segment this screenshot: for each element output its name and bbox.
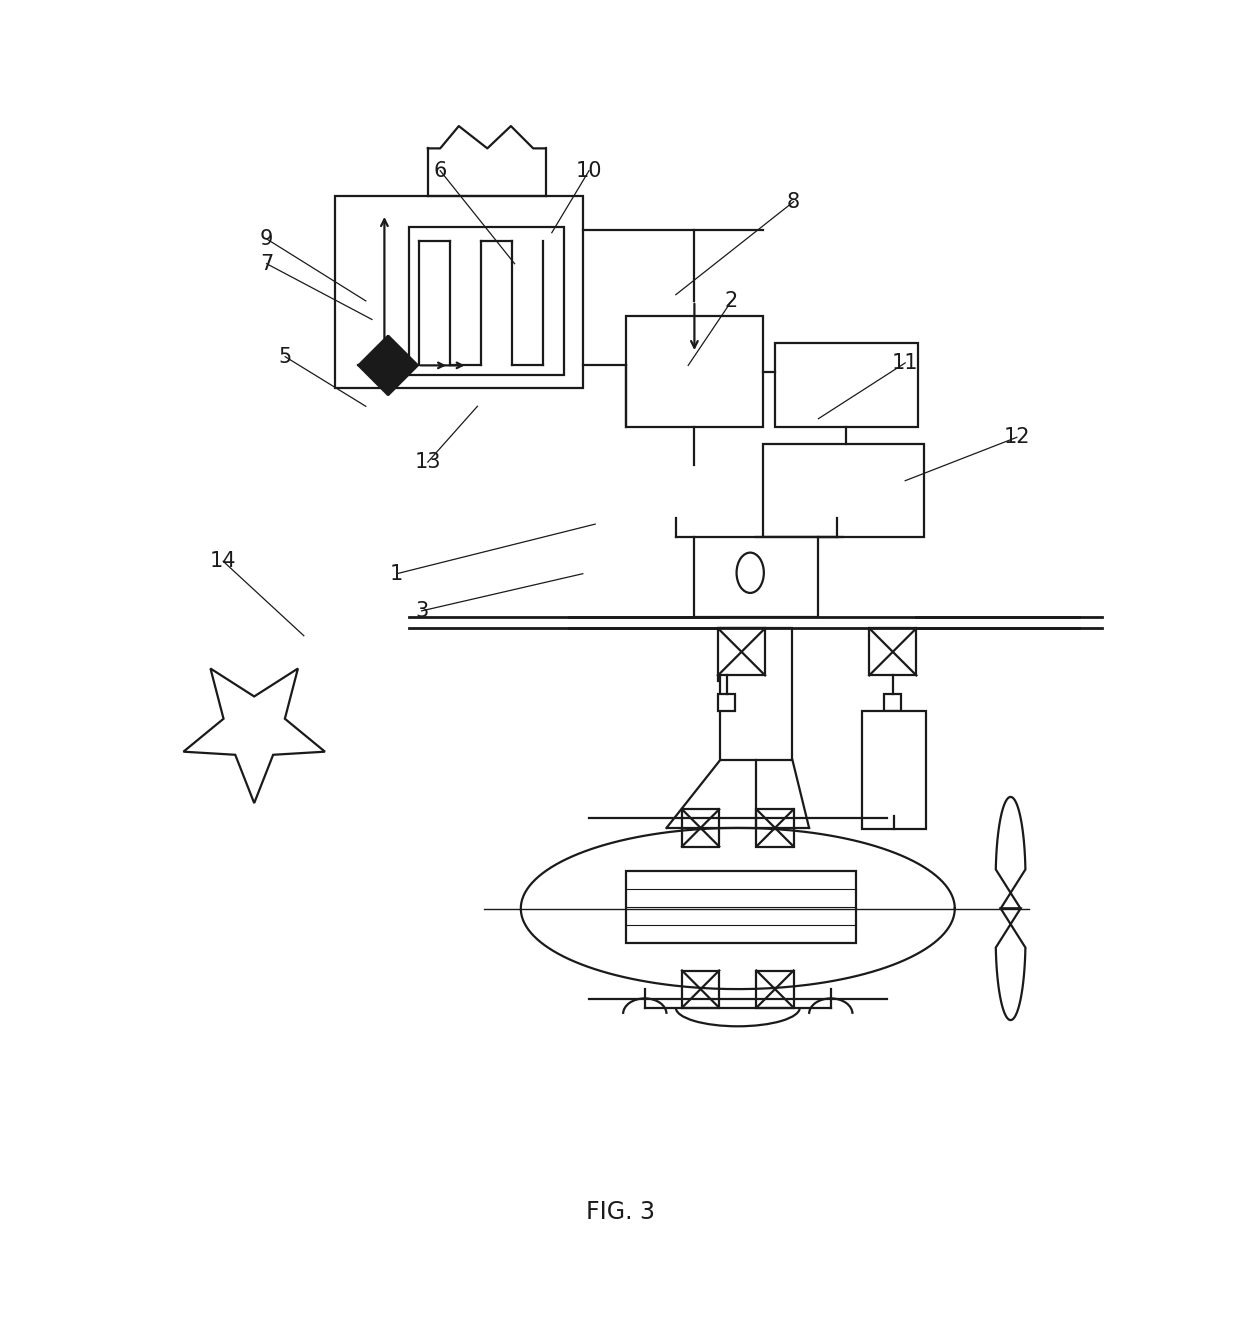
Bar <box>718 629 765 675</box>
Bar <box>756 971 794 1008</box>
Bar <box>869 629 916 675</box>
Text: 11: 11 <box>892 353 919 373</box>
Text: 6: 6 <box>434 161 446 181</box>
Bar <box>682 971 719 1008</box>
Bar <box>626 316 763 428</box>
Bar <box>718 694 735 711</box>
Bar <box>756 810 794 847</box>
Text: 3: 3 <box>415 601 428 621</box>
Bar <box>694 536 818 617</box>
Text: 12: 12 <box>1003 427 1030 448</box>
Text: 14: 14 <box>210 551 237 571</box>
Text: 13: 13 <box>414 452 441 472</box>
Text: FIG. 3: FIG. 3 <box>585 1201 655 1225</box>
Text: 10: 10 <box>575 161 603 181</box>
Polygon shape <box>388 336 418 395</box>
Bar <box>720 629 792 760</box>
Bar <box>884 694 901 711</box>
Bar <box>682 810 719 847</box>
Text: 2: 2 <box>725 291 738 310</box>
Bar <box>626 872 856 943</box>
Text: 1: 1 <box>391 564 403 584</box>
Text: 8: 8 <box>787 192 800 211</box>
Bar <box>775 343 918 428</box>
Bar <box>335 196 583 387</box>
Bar <box>409 226 564 375</box>
Text: 5: 5 <box>279 346 291 367</box>
Bar <box>763 444 924 536</box>
Polygon shape <box>358 336 388 395</box>
Bar <box>862 711 926 830</box>
Text: 7: 7 <box>260 254 273 273</box>
Text: 9: 9 <box>260 229 273 248</box>
